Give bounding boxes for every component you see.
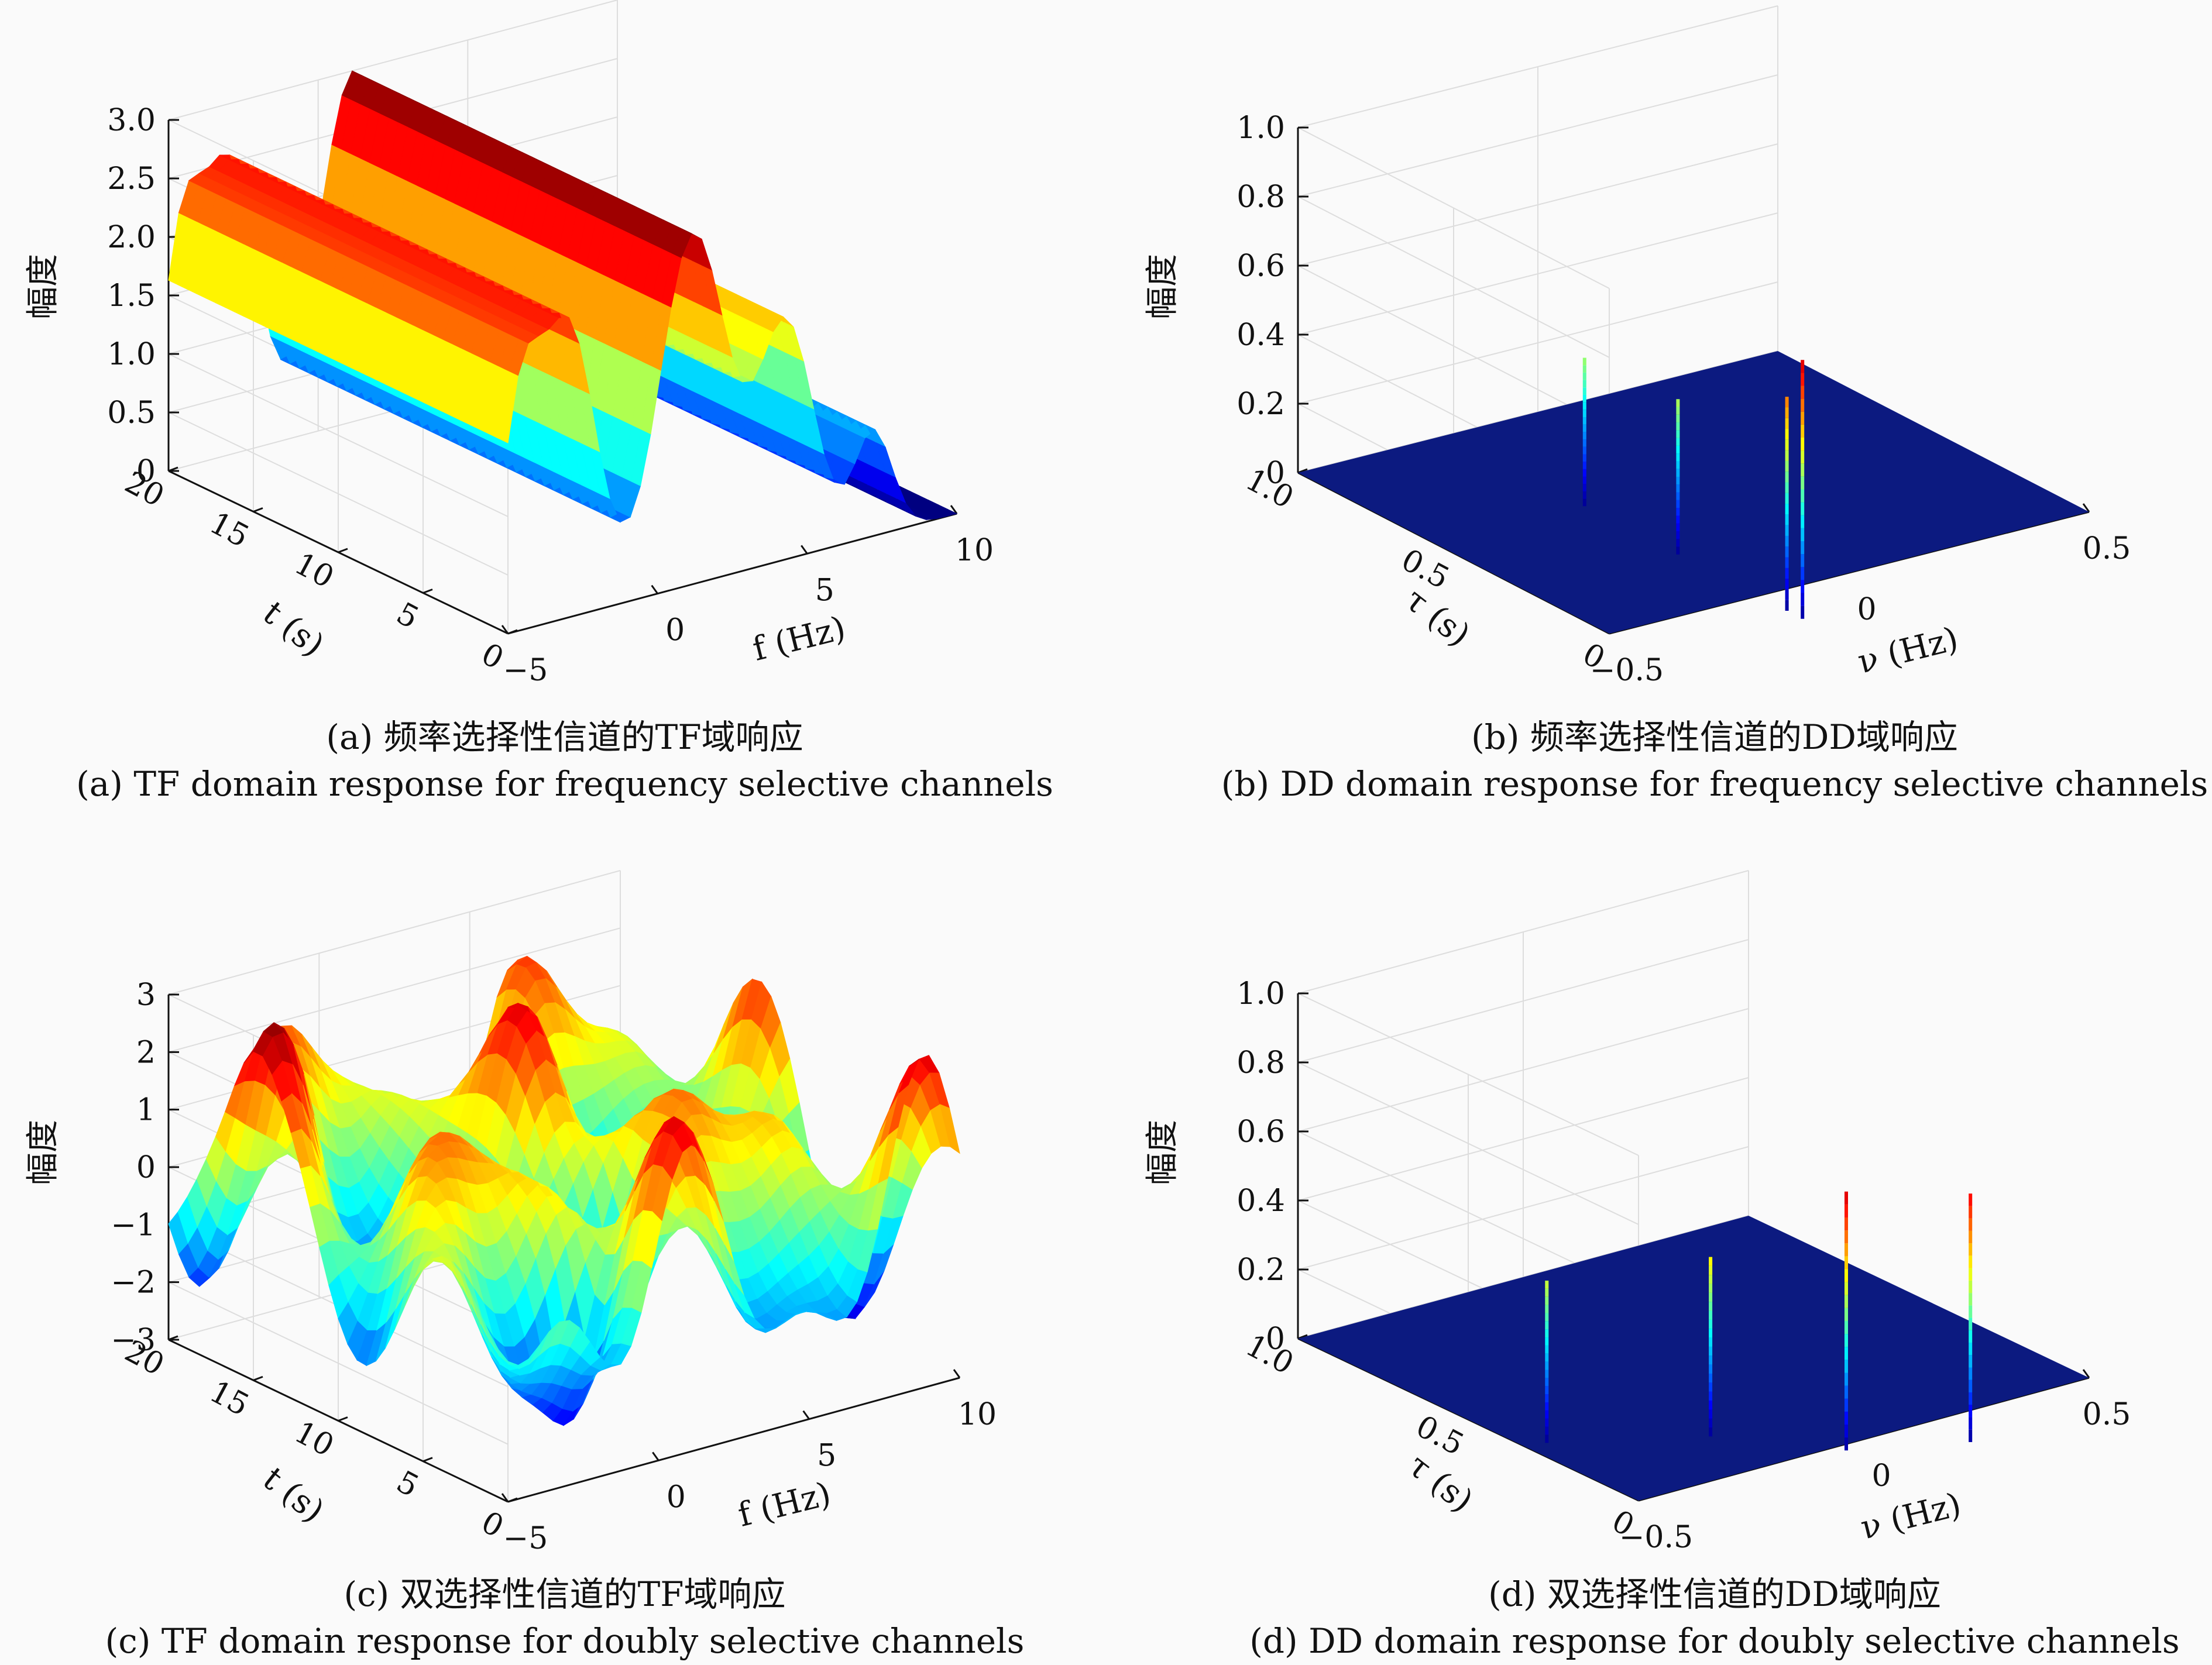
z-tick-label: −3 <box>111 1323 156 1358</box>
y-tick <box>338 1416 348 1422</box>
x-tick <box>801 545 808 555</box>
z-tick-label: 0.4 <box>1236 318 1285 353</box>
z-tick-label: 0.4 <box>1236 1184 1285 1219</box>
x-axis-line <box>507 1377 960 1503</box>
x-tick-label: 0.5 <box>2083 1397 2131 1432</box>
x-tick <box>953 1369 961 1378</box>
z-tick-label: 0 <box>136 454 156 489</box>
z-tick-label: −2 <box>111 1265 156 1301</box>
y-tick <box>1297 468 1308 474</box>
dd-floor <box>1298 1216 2089 1501</box>
caption-en-c: (c) TF domain response for doubly select… <box>105 1621 1025 1661</box>
z-tick-label: 1 <box>136 1093 156 1128</box>
x-tick <box>950 505 958 514</box>
x-tick <box>802 1410 810 1420</box>
x-tick <box>2082 503 2090 512</box>
z-tick-label: −1 <box>111 1208 156 1243</box>
x-tick-label: 10 <box>958 1397 997 1432</box>
y-tick <box>1297 1334 1308 1340</box>
surface-patch <box>936 508 958 517</box>
caption-en-b: (b) DD domain response for frequency sel… <box>1221 764 2208 804</box>
z-tick-label: 1.5 <box>107 278 156 314</box>
z-tick-label: 0 <box>1266 1322 1285 1357</box>
x-axis-line <box>507 512 957 635</box>
y-tick <box>423 589 433 594</box>
x-tick-label: 0 <box>1857 592 1876 627</box>
y-tick <box>253 507 263 512</box>
caption-cn-a: (a) 频率选择性信道的TF域响应 <box>326 717 803 757</box>
dd-floor <box>1298 351 2089 634</box>
z-tick-label: 1.0 <box>1236 111 1285 146</box>
x-tick <box>651 584 658 594</box>
z-tick-label: 0 <box>136 1150 156 1185</box>
x-tick-label: 0 <box>667 1480 686 1515</box>
y-tick <box>338 548 348 553</box>
x-tick-label: −5 <box>503 1521 548 1556</box>
z-tick-label: 0.8 <box>1236 180 1285 215</box>
caption-en-d: (d) DD domain response for doubly select… <box>1249 1621 2179 1661</box>
y-tick <box>168 1335 178 1341</box>
z-tick-label: 0.5 <box>107 395 156 431</box>
zlabel-d: 幅度 <box>1143 1120 1181 1185</box>
x-tick-label: 0 <box>665 613 685 648</box>
zlabel-b: 幅度 <box>1143 254 1181 319</box>
x-tick-label: −0.5 <box>1590 653 1664 688</box>
x-tick-label: 5 <box>817 1439 836 1474</box>
z-tick-label: 2.0 <box>107 220 156 255</box>
z-tick-label: 3 <box>136 978 156 1013</box>
surface-b: 00.20.40.60.81.0−0.500.500.51.0 <box>1236 5 2131 688</box>
z-tick-label: 0.2 <box>1236 387 1285 422</box>
zlabel-a: 幅度 <box>24 254 62 319</box>
z-tick-label: 0 <box>1266 456 1285 491</box>
grid-line <box>168 927 621 1053</box>
zlabel-c: 幅度 <box>24 1120 62 1185</box>
z-tick-label: 2 <box>136 1035 156 1070</box>
z-tick-label: 2.5 <box>107 161 156 197</box>
caption-cn-d: (d) 双选择性信道的DD域响应 <box>1488 1574 1941 1614</box>
x-tick <box>501 625 509 634</box>
x-tick-label: 10 <box>955 533 994 568</box>
grid-line <box>168 0 618 121</box>
z-tick-label: 0.2 <box>1236 1253 1285 1288</box>
z-tick-label: 1.0 <box>1236 976 1285 1012</box>
x-tick <box>2082 1369 2090 1378</box>
grid-line <box>168 870 621 995</box>
y-tick <box>253 1375 263 1381</box>
z-tick-label: 1.0 <box>107 337 156 372</box>
y-tick <box>507 1497 518 1503</box>
surface-patch <box>939 1104 960 1154</box>
panel-b: 00.20.40.60.81.0−0.500.500.51.0 幅度 ν (Hz… <box>1143 5 2208 804</box>
x-tick-label: 0.5 <box>2083 531 2131 566</box>
y-tick <box>168 466 178 472</box>
z-tick-label: 3.0 <box>107 103 156 138</box>
y-tick <box>507 629 518 635</box>
z-tick-label: 0.8 <box>1236 1045 1285 1081</box>
x-tick-label: −0.5 <box>1619 1520 1693 1555</box>
caption-cn-b: (b) 频率选择性信道的DD域响应 <box>1471 717 1958 757</box>
y-tick <box>423 1457 433 1463</box>
z-tick-label: 0.6 <box>1236 1114 1285 1150</box>
z-tick-label: 0.6 <box>1236 249 1285 284</box>
caption-cn-c: (c) 双选择性信道的TF域响应 <box>344 1574 785 1614</box>
x-tick <box>652 1451 660 1461</box>
x-tick-label: 0 <box>1871 1458 1891 1494</box>
caption-en-a: (a) TF domain response for frequency sel… <box>76 764 1053 804</box>
surface-d: 00.20.40.60.81.0−0.500.500.51.0 <box>1236 870 2131 1555</box>
x-tick <box>501 1493 509 1502</box>
x-tick-label: 5 <box>815 573 834 608</box>
x-tick-label: −5 <box>503 653 548 688</box>
